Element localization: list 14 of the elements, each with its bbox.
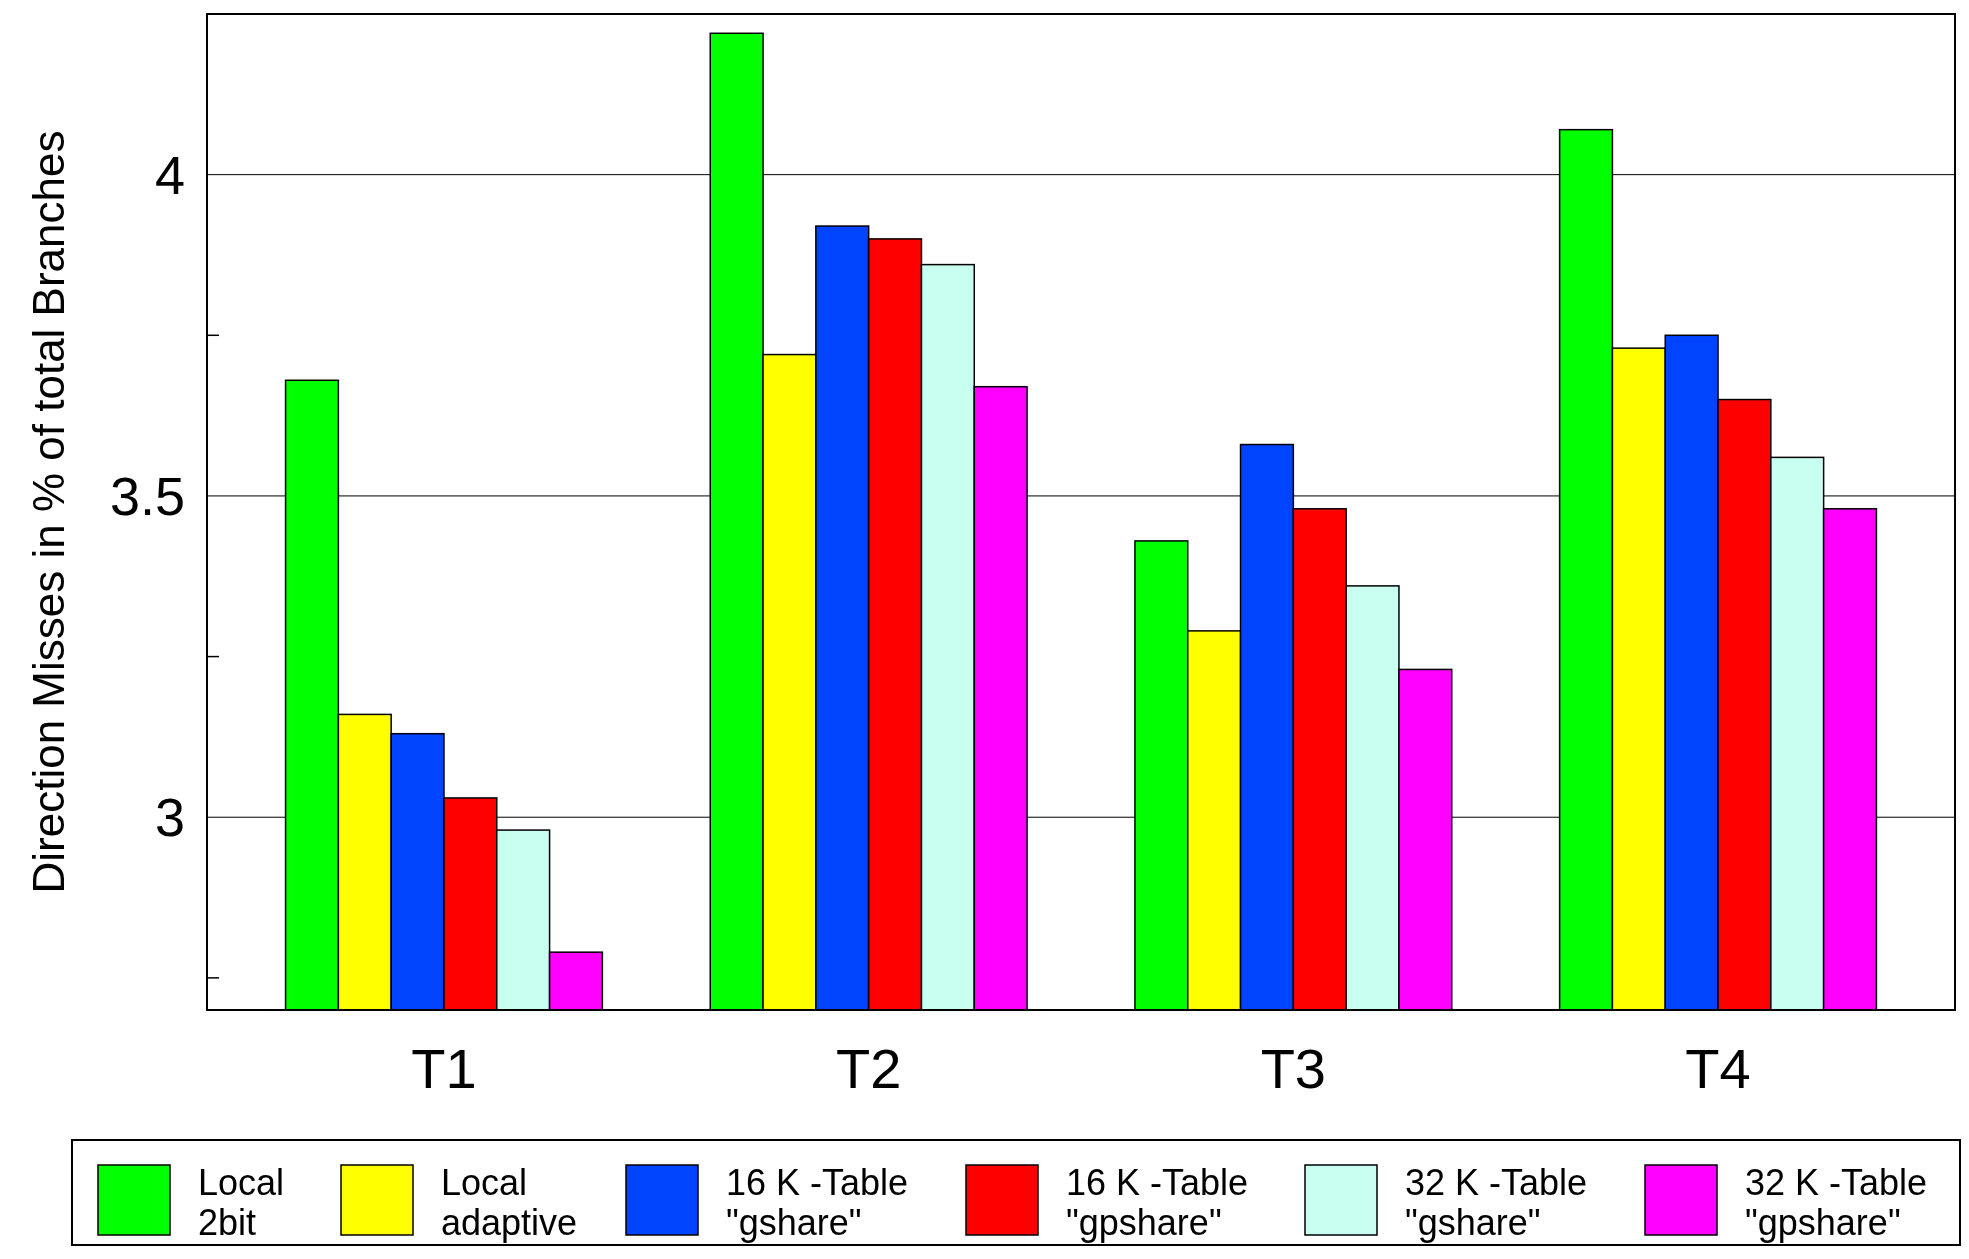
x-tick-label: T4 xyxy=(1685,1037,1751,1100)
y-tick-label: 3.5 xyxy=(109,465,185,526)
legend-label: Local adaptive xyxy=(441,1162,578,1243)
x-tick-label: T1 xyxy=(411,1037,477,1100)
x-tick-label: T3 xyxy=(1260,1037,1327,1100)
legend-label: Local 2bit xyxy=(198,1162,285,1243)
x-tick-label: T2 xyxy=(835,1037,902,1100)
legend-label: 32 K -Table "gpshare" xyxy=(1745,1162,1928,1243)
legend-label: 32 K -Table "gshare" xyxy=(1405,1162,1588,1243)
y-tick-label: 4 xyxy=(154,144,185,205)
y-axis-title: Direction Misses in % of total Branches xyxy=(24,130,73,894)
legend-label: 16 K -Table "gpshare" xyxy=(1066,1162,1249,1243)
y-tick-label: 3 xyxy=(154,787,185,848)
legend-label: 16 K -Table "gshare" xyxy=(726,1162,909,1243)
